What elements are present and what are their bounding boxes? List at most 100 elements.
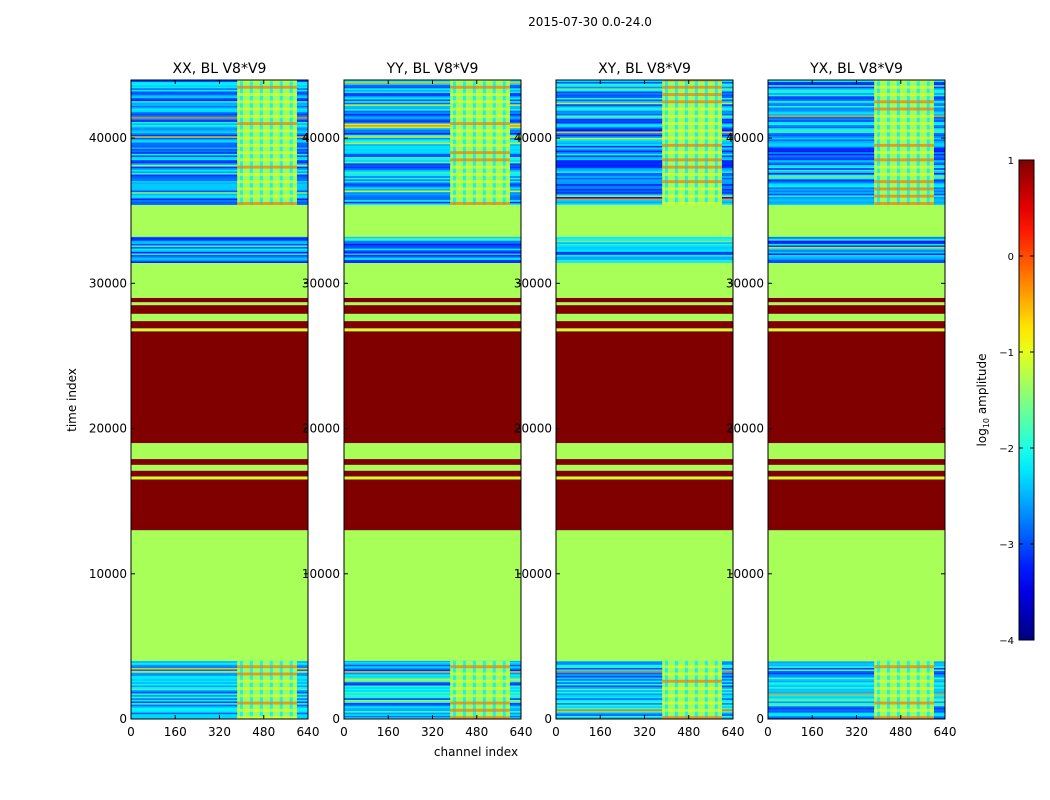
- rfi-stripe: [450, 201, 510, 205]
- noise-stripe: [556, 121, 733, 124]
- noise-stripe: [768, 688, 945, 691]
- noise-stripe: [768, 94, 945, 97]
- noise-stripe: [768, 128, 945, 130]
- noise-stripe: [344, 237, 521, 240]
- noise-stripe: [556, 107, 733, 110]
- rfi-stripe: [450, 151, 510, 155]
- noise-stripe: [131, 161, 308, 164]
- noise-stripe: [131, 125, 308, 127]
- noise-stripe: [556, 250, 733, 252]
- rfi-stripe: [237, 114, 297, 118]
- noise-stripe: [344, 709, 521, 712]
- colorbar-label-sub: 10: [982, 418, 991, 428]
- rfi-stripe: [874, 136, 934, 140]
- noise-stripe: [131, 711, 308, 713]
- noise-stripe: [768, 258, 945, 260]
- noise-stripe: [556, 164, 733, 167]
- noise-stripe: [768, 163, 945, 165]
- noise-stripe: [131, 198, 308, 201]
- rfi-stripe: [237, 701, 297, 705]
- noise-stripe: [768, 150, 945, 153]
- noise-stripe: [344, 188, 521, 191]
- y-tick-label: 30000: [89, 276, 127, 290]
- noise-stripe: [556, 245, 733, 248]
- noise-stripe: [768, 200, 945, 202]
- noise-stripe: [131, 251, 308, 254]
- rfi-column: [279, 660, 283, 719]
- noise-stripe: [556, 117, 733, 119]
- noise-stripe: [768, 148, 945, 151]
- noise-stripe: [344, 259, 521, 262]
- noise-stripe: [768, 245, 945, 248]
- rfi-stripe: [662, 114, 722, 118]
- time-band: [556, 470, 733, 477]
- rfi-stripe: [662, 158, 722, 162]
- time-band: [556, 328, 733, 332]
- colorbar-tick-label: 0: [1008, 252, 1014, 263]
- noise-stripe: [556, 179, 733, 181]
- time-band: [344, 443, 521, 460]
- rfi-column: [886, 660, 890, 719]
- x-tick-label: 160: [589, 725, 612, 739]
- x-tick-label: 640: [510, 725, 533, 739]
- rfi-column: [249, 660, 253, 719]
- noise-stripe: [344, 203, 521, 205]
- noise-stripe: [768, 117, 945, 119]
- noise-stripe: [768, 107, 945, 110]
- noise-stripe: [344, 171, 521, 173]
- noise-stripe: [768, 123, 945, 126]
- noise-stripe: [344, 680, 521, 683]
- noise-stripe: [131, 184, 308, 186]
- rfi-stripe: [450, 194, 510, 198]
- noise-stripe: [768, 674, 945, 676]
- noise-stripe: [768, 683, 945, 686]
- panel-title: XX, BL V8*V9: [173, 61, 267, 77]
- noise-stripe: [556, 96, 733, 98]
- noise-stripe: [556, 248, 733, 251]
- y-tick-label: 10000: [726, 567, 764, 581]
- noise-stripe: [131, 121, 308, 124]
- noise-stripe: [556, 148, 733, 151]
- noise-stripe: [768, 677, 945, 680]
- noise-stripe: [344, 158, 521, 161]
- rfi-stripe: [450, 708, 510, 712]
- noise-stripe: [344, 163, 521, 165]
- panel-title: XY, BL V8*V9: [598, 61, 691, 77]
- noise-stripe: [768, 161, 945, 164]
- rfi-column: [694, 660, 698, 719]
- noise-stripe: [344, 89, 521, 92]
- noise-stripe: [556, 133, 733, 135]
- noise-stripe: [556, 110, 733, 113]
- time-band: [344, 302, 521, 306]
- noise-stripe: [131, 677, 308, 680]
- noise-stripe: [344, 666, 521, 668]
- x-tick-label: 640: [722, 725, 745, 739]
- noise-stripe: [344, 88, 521, 90]
- noise-stripe: [556, 712, 733, 715]
- noise-stripe: [344, 129, 521, 132]
- noise-stripe: [556, 680, 733, 683]
- time-band: [768, 479, 945, 522]
- noise-stripe: [556, 707, 733, 710]
- noise-stripe: [131, 706, 308, 708]
- rfi-stripe: [450, 687, 510, 690]
- noise-stripe: [768, 248, 945, 251]
- time-band: [344, 262, 521, 298]
- noise-stripe: [556, 674, 733, 676]
- rfi-stripe: [450, 679, 510, 683]
- noise-stripe: [768, 261, 945, 263]
- time-band: [556, 262, 733, 298]
- noise-stripe: [344, 150, 521, 153]
- noise-stripe: [131, 672, 308, 675]
- noise-stripe: [344, 198, 521, 201]
- noise-stripe: [556, 201, 733, 204]
- rfi-column: [289, 80, 293, 205]
- rfi-stripe: [662, 201, 722, 205]
- rfi-stripe: [662, 85, 722, 89]
- rfi-stripe: [874, 672, 934, 676]
- time-band: [768, 302, 945, 306]
- time-band: [768, 297, 945, 303]
- noise-stripe: [556, 139, 733, 141]
- noise-stripe: [556, 88, 733, 90]
- noise-stripe: [344, 148, 521, 151]
